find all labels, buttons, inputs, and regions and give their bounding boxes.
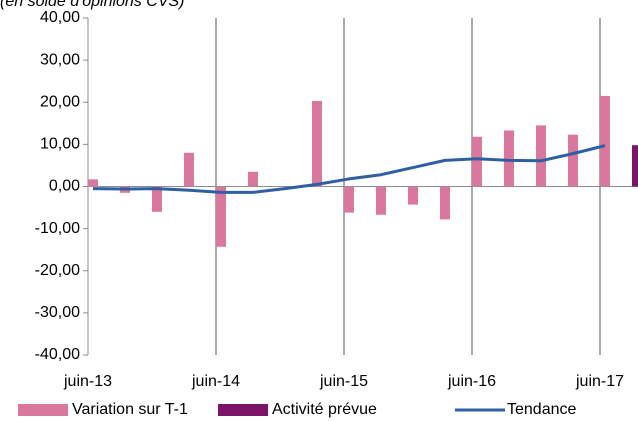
bar bbox=[568, 134, 578, 187]
bar bbox=[504, 130, 514, 187]
y-tick-label: -40,00 bbox=[35, 346, 80, 363]
chart-subtitle: (en solde d'opinions CVS) bbox=[0, 0, 185, 10]
bar bbox=[600, 95, 610, 187]
bar bbox=[216, 186, 226, 247]
bar bbox=[248, 171, 258, 187]
legend-label: Activité prévue bbox=[272, 401, 377, 418]
bar bbox=[184, 152, 194, 187]
x-tick-label: juin-14 bbox=[191, 373, 240, 390]
y-tick-label: 30,00 bbox=[40, 51, 80, 68]
y-tick-label: -20,00 bbox=[35, 262, 80, 279]
y-tick-label: 40,00 bbox=[40, 9, 80, 26]
y-tick-label: 0,00 bbox=[49, 178, 80, 195]
y-tick-label: -30,00 bbox=[35, 304, 80, 321]
bar bbox=[472, 136, 482, 187]
x-tick-label: juin-13 bbox=[63, 373, 112, 390]
legend-label: Variation sur T-1 bbox=[72, 401, 188, 418]
bar bbox=[88, 179, 98, 187]
bar bbox=[440, 186, 450, 220]
y-tick-label: -10,00 bbox=[35, 220, 80, 237]
bar bbox=[312, 100, 322, 187]
bar bbox=[408, 186, 418, 205]
trend-line bbox=[92, 144, 606, 194]
bar bbox=[632, 145, 638, 187]
legend-label: Tendance bbox=[507, 401, 576, 418]
x-tick-label: juin-17 bbox=[575, 373, 624, 390]
legend-swatch bbox=[18, 404, 68, 416]
bar bbox=[152, 186, 162, 212]
bar bbox=[344, 186, 354, 213]
x-tick-label: juin-15 bbox=[319, 373, 368, 390]
y-tick-label: 20,00 bbox=[40, 93, 80, 110]
bar bbox=[536, 125, 546, 187]
x-tick-label: juin-16 bbox=[447, 373, 496, 390]
legend-swatch bbox=[218, 404, 268, 416]
bar bbox=[376, 186, 386, 215]
y-tick-label: 10,00 bbox=[40, 136, 80, 153]
